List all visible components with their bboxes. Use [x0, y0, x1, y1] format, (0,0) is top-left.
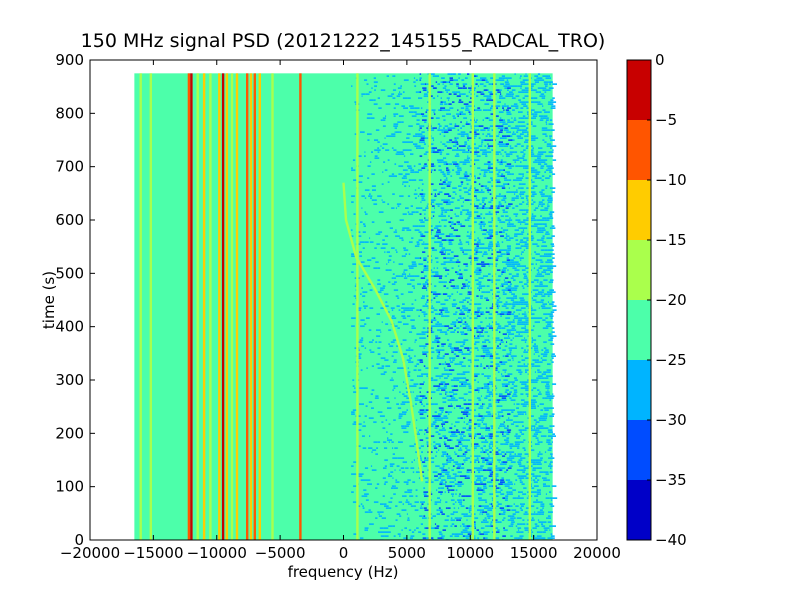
y-tick-label: 0 [74, 531, 84, 549]
signal-lines [139, 73, 531, 540]
plot-area [90, 60, 597, 540]
signal-line [230, 73, 234, 540]
x-tick-label: 0 [339, 544, 349, 562]
colorbar-tick-label: −30 [655, 411, 687, 429]
colorbar-tick-label: −40 [655, 531, 687, 549]
signal-line [428, 73, 431, 540]
signal-line [258, 73, 261, 540]
y-tick-label: 600 [55, 211, 84, 229]
signal-line [249, 73, 253, 540]
y-tick-label: 400 [55, 318, 84, 336]
x-axis: −20000 −15000 −10000 −5000 0 5000 10000 15000 20… [60, 60, 621, 562]
colorbar-swatch [627, 240, 651, 300]
signal-line [471, 73, 474, 540]
colorbar-tick-label: 0 [655, 51, 665, 69]
x-tick-label: −10000 [187, 544, 247, 562]
x-tick-label: 15000 [510, 544, 558, 562]
colorbar-tick-label: −35 [655, 471, 687, 489]
signal-line [196, 73, 199, 540]
signal-line [202, 73, 206, 540]
y-tick-label: 300 [55, 371, 84, 389]
colorbar-swatch [627, 180, 651, 240]
x-tick-label: 10000 [446, 544, 494, 562]
x-axis-label: frequency (Hz) [288, 563, 399, 581]
signal-line [528, 73, 531, 540]
signal-line [218, 73, 221, 540]
y-tick-label: 900 [55, 51, 84, 69]
signal-line [271, 73, 274, 540]
x-tick-label: −15000 [123, 544, 183, 562]
y-tick-label: 700 [55, 158, 84, 176]
signal-line [235, 73, 239, 540]
colorbar-tick-label: −20 [655, 291, 687, 309]
signal-line [253, 73, 256, 540]
colorbar: 0 −5 −10 −15 −20 −25 −30 −35 −40 [626, 51, 687, 549]
signal-line [221, 73, 225, 540]
colorbar-tick-label: −5 [655, 111, 677, 129]
colorbar-swatch [627, 60, 651, 120]
chart-title: 150 MHz signal PSD (20121222_145155_RADC… [81, 30, 606, 52]
x-tick-label: 5000 [388, 544, 426, 562]
colorbar-swatch [627, 120, 651, 180]
y-axis-label: time (s) [40, 271, 58, 329]
drift-track [342, 182, 424, 482]
heatmap [134, 73, 558, 540]
signal-line [187, 73, 191, 540]
x-tick-label: 20000 [573, 544, 621, 562]
signal-line [209, 73, 212, 540]
colorbar-swatch [627, 480, 651, 540]
signal-line [190, 73, 193, 540]
x-tick-label: −20000 [60, 544, 120, 562]
signal-line [493, 73, 496, 540]
colorbar-tick-label: −10 [655, 171, 687, 189]
y-axis: 0 100 200 300 400 500 600 700 800 900 [55, 51, 597, 549]
y-tick-label: 500 [55, 264, 84, 282]
signal-line [149, 73, 152, 540]
y-tick-label: 200 [55, 424, 84, 442]
signal-line [356, 73, 359, 540]
colorbar-swatch [627, 360, 651, 420]
colorbar-tick-label: −15 [655, 231, 687, 249]
colorbar-tick-label: −25 [655, 351, 687, 369]
noise-region [419, 73, 513, 540]
colorbar-swatch [627, 420, 651, 480]
signal-line [299, 73, 302, 540]
signal-line [139, 73, 142, 540]
signal-line [246, 73, 249, 540]
x-tick-label: −5000 [255, 544, 306, 562]
y-tick-label: 100 [55, 478, 84, 496]
signal-line [225, 73, 229, 540]
y-tick-label: 800 [55, 104, 84, 122]
colorbar-swatch [627, 300, 651, 360]
